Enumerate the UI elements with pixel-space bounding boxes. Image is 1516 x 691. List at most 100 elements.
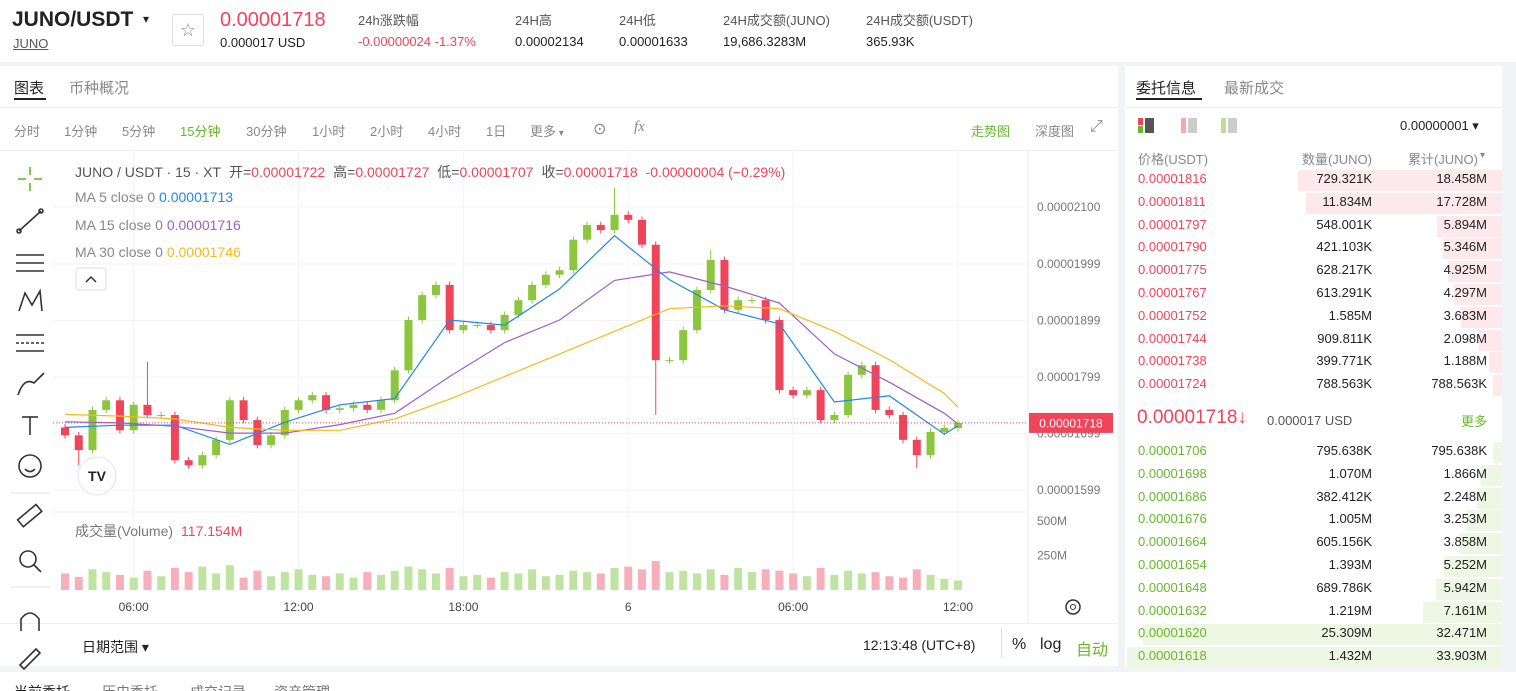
pair-caret[interactable]: ▾: [143, 12, 150, 26]
candle-body: [308, 395, 317, 401]
ob-price[interactable]: 0.00001724: [1138, 376, 1207, 392]
ob-tab-orders[interactable]: 委托信息: [1136, 80, 1197, 97]
ob-price[interactable]: 0.00001632: [1138, 602, 1207, 618]
ob-header: 数量(JUNO): [1301, 152, 1372, 167]
ob-amount: 399.771K: [1316, 353, 1372, 369]
tool-fib[interactable]: [16, 334, 44, 352]
candle-body: [638, 219, 647, 245]
tool-magnet[interactable]: [20, 612, 40, 631]
tool-lines[interactable]: [16, 254, 44, 272]
tool-crosshair[interactable]: [18, 167, 42, 191]
interval[interactable]: 1分钟: [64, 124, 98, 139]
interval[interactable]: 1小时: [312, 124, 346, 139]
more-link[interactable]: 更多: [1461, 414, 1488, 429]
ob-total: 18.458M: [1436, 171, 1487, 186]
view-toggle[interactable]: 深度图: [1035, 124, 1075, 139]
ob-price[interactable]: 0.00001686: [1138, 488, 1207, 504]
volume-bar: [651, 561, 660, 590]
base-link[interactable]: JUNO: [13, 36, 49, 51]
y-tick-label: 0.00001999: [1037, 257, 1101, 271]
bottom-tab[interactable]: 资产管理: [274, 682, 330, 691]
interval[interactable]: 1日: [486, 124, 507, 139]
ob-layout-icons: [1138, 118, 1237, 133]
indicator-icon[interactable]: fx: [634, 119, 645, 135]
ob-price[interactable]: 0.00001648: [1138, 579, 1207, 595]
depth-bar: [1442, 238, 1502, 260]
ma-legend: MA 30 close 0 0.00001746: [75, 244, 241, 260]
ob-price[interactable]: 0.00001752: [1138, 307, 1207, 323]
ob-price[interactable]: 0.00001654: [1138, 557, 1207, 572]
volume-bar: [747, 572, 756, 590]
ob-price[interactable]: 0.00001664: [1138, 534, 1207, 550]
ob-price[interactable]: 0.00001790: [1138, 239, 1207, 255]
interval[interactable]: 分时: [14, 124, 41, 139]
layout-asks[interactable]: [1181, 118, 1197, 133]
tab-chart[interactable]: 图表: [14, 80, 45, 97]
interval[interactable]: 4小时: [428, 124, 462, 139]
candle-body: [871, 365, 880, 410]
settings-icon[interactable]: ⊙: [593, 121, 607, 138]
ob-price[interactable]: 0.00001816: [1138, 171, 1207, 186]
interval[interactable]: 15分钟: [180, 124, 221, 139]
candle-body: [885, 409, 894, 415]
log-toggle[interactable]: log: [1040, 636, 1062, 653]
tab-overview[interactable]: 币种概况: [69, 80, 130, 97]
stat-value: 365.93K: [866, 34, 915, 49]
volume-bar: [308, 574, 317, 590]
tool-text[interactable]: [22, 416, 38, 435]
volume-bar: [322, 576, 331, 590]
interval[interactable]: 更多 ▾: [530, 124, 564, 139]
tool-pen[interactable]: [18, 647, 42, 671]
precision-select[interactable]: 0.00000001 ▾: [1400, 118, 1479, 133]
ob-price[interactable]: 0.00001811: [1138, 193, 1206, 209]
interval[interactable]: 30分钟: [246, 124, 287, 139]
ob-price[interactable]: 0.00001620: [1138, 625, 1207, 641]
ob-price[interactable]: 0.00001775: [1138, 262, 1207, 278]
tool-emoji[interactable]: [18, 454, 42, 478]
ob-price[interactable]: 0.00001618: [1138, 648, 1207, 664]
collapse-button[interactable]: [75, 267, 107, 291]
bottom-tab[interactable]: 当前委托: [14, 682, 70, 691]
interval[interactable]: 5分钟: [122, 124, 156, 139]
tool-trendline[interactable]: [16, 208, 44, 234]
depth-bar: [1459, 533, 1502, 555]
ob-price[interactable]: 0.00001738: [1138, 353, 1207, 369]
ob-price[interactable]: 0.00001767: [1138, 285, 1207, 300]
volume-bar: [486, 577, 495, 590]
interval[interactable]: 2小时: [370, 124, 404, 139]
header-bar: [0, 0, 1516, 62]
pair[interactable]: JUNO/USDT: [12, 8, 134, 31]
fullscreen-icon[interactable]: ⤢: [1090, 118, 1103, 135]
ohlc-change: -0.00000004 (−0.29%): [645, 164, 786, 180]
candle-body: [528, 284, 537, 301]
candle-body: [816, 390, 825, 421]
view-toggle[interactable]: 走势图: [971, 124, 1011, 139]
ohlc-label: 低=: [437, 164, 460, 180]
tool-brush[interactable]: [17, 372, 45, 396]
candle-body: [857, 365, 866, 375]
depth-bar: [1466, 510, 1502, 532]
ob-price[interactable]: 0.00001797: [1138, 216, 1207, 232]
bottom-tab[interactable]: 历史委托: [102, 682, 158, 691]
auto-toggle[interactable]: 自动: [1076, 642, 1109, 659]
volume-bar: [789, 573, 798, 590]
candle-body: [706, 260, 715, 290]
favorite[interactable]: ☆: [172, 14, 204, 46]
layout-bids[interactable]: [1221, 118, 1237, 133]
ob-price[interactable]: 0.00001698: [1138, 465, 1207, 481]
layout-both[interactable]: [1138, 118, 1154, 133]
bottom-tab[interactable]: 成交记录: [190, 682, 246, 691]
ob-price[interactable]: 0.00001676: [1138, 511, 1207, 527]
volume-bar: [816, 567, 825, 590]
ob-price[interactable]: 0.00001706: [1138, 443, 1207, 458]
ohlc-item: 收=0.00001718: [541, 164, 637, 180]
date-range[interactable]: 日期范围 ▾: [82, 639, 149, 655]
tool-pattern[interactable]: [18, 288, 43, 312]
divider: [0, 150, 1118, 151]
percent-toggle[interactable]: %: [1012, 636, 1027, 653]
tool-zoom[interactable]: [19, 550, 42, 573]
ob-tab-trades[interactable]: 最新成交: [1224, 80, 1285, 97]
settings-gear[interactable]: [1065, 599, 1081, 615]
tool-ruler[interactable]: [16, 503, 43, 528]
ob-price[interactable]: 0.00001744: [1138, 330, 1207, 346]
